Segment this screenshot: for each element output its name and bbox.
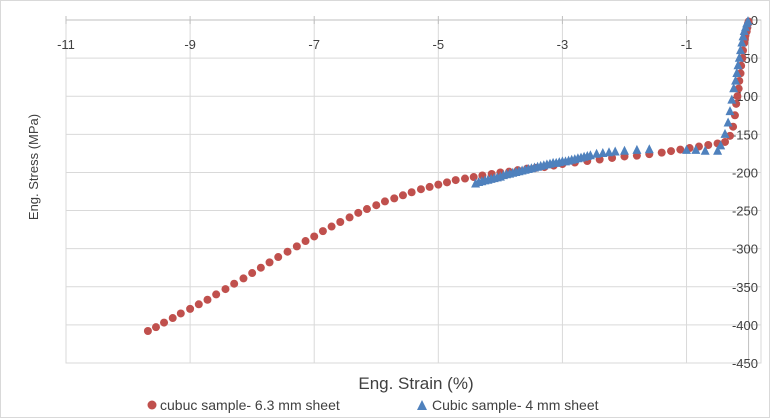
y-axis-title: Eng. Stress (MPa) — [26, 114, 41, 220]
data-point-circle — [407, 188, 416, 197]
data-point-triangle — [734, 52, 744, 62]
legend-marker-triangle — [417, 400, 427, 410]
data-point-triangle — [732, 68, 742, 77]
data-point-circle — [203, 295, 212, 304]
data-point-triangle — [720, 128, 730, 138]
data-point-circle — [292, 242, 301, 251]
data-point-circle — [230, 279, 239, 288]
data-point-circle — [390, 194, 399, 203]
data-point-triangle — [727, 94, 737, 104]
legend-marker-circle — [147, 400, 157, 410]
x-axis-title: Eng. Strain (%) — [358, 374, 473, 393]
data-point-triangle — [738, 31, 748, 41]
y-tick-label: -300 — [732, 242, 758, 257]
data-point-circle — [721, 137, 730, 146]
x-tick-label: -3 — [557, 37, 569, 52]
data-point-triangle — [598, 148, 608, 157]
data-point-circle — [434, 180, 443, 189]
x-tick-label: -7 — [308, 37, 320, 52]
y-tick-label: -350 — [732, 280, 758, 295]
data-point-triangle — [632, 144, 642, 154]
data-point-circle — [372, 201, 381, 210]
data-point-triangle — [610, 146, 620, 156]
data-point-triangle — [620, 145, 629, 155]
data-point-circle — [733, 92, 742, 101]
data-point-triangle — [731, 75, 741, 85]
data-point-triangle — [592, 148, 602, 158]
x-tick-label: -11 — [57, 37, 75, 52]
data-point-triangle — [733, 60, 743, 70]
data-point-circle — [398, 191, 407, 200]
data-point-triangle — [604, 147, 614, 157]
data-point-circle — [212, 290, 221, 299]
data-point-circle — [143, 326, 152, 335]
data-point-circle — [256, 263, 265, 272]
data-point-triangle — [644, 144, 654, 154]
data-point-triangle — [737, 37, 747, 47]
data-point-circle — [265, 258, 274, 267]
data-point-circle — [327, 222, 336, 231]
data-point-circle — [416, 185, 425, 194]
data-point-circle — [667, 147, 676, 156]
data-point-circle — [704, 141, 713, 150]
data-point-circle — [657, 148, 666, 157]
data-point-triangle — [725, 106, 735, 116]
y-tick-label: -450 — [732, 356, 758, 371]
data-point-circle — [336, 217, 345, 226]
data-point-circle — [274, 253, 283, 262]
y-tick-label: -200 — [732, 165, 758, 180]
data-point-circle — [354, 208, 363, 217]
data-point-circle — [151, 323, 160, 332]
series-2 — [471, 16, 753, 188]
data-point-circle — [469, 173, 478, 182]
data-point-triangle — [682, 144, 691, 154]
data-point-triangle — [736, 45, 745, 55]
data-point-triangle — [723, 117, 733, 127]
data-point-triangle — [716, 140, 726, 150]
legend-label-series-1: cubuc sample- 6.3 mm sheet — [160, 397, 340, 413]
data-point-circle — [160, 318, 169, 327]
data-point-circle — [362, 205, 371, 214]
legend-label-series-2: Cubic sample- 4 mm sheet — [432, 397, 599, 413]
data-point-circle — [676, 145, 685, 154]
data-point-triangle — [713, 145, 723, 155]
y-tick-label: -400 — [732, 318, 758, 333]
data-series — [143, 16, 753, 335]
x-tick-label: -9 — [184, 37, 196, 52]
x-tick-label: -1 — [681, 37, 693, 52]
data-point-circle — [310, 232, 319, 241]
data-point-circle — [318, 227, 327, 236]
data-point-circle — [186, 304, 195, 313]
data-point-circle — [301, 237, 310, 246]
y-tick-label: -150 — [732, 127, 758, 142]
data-point-circle — [345, 213, 354, 222]
data-point-circle — [239, 274, 248, 283]
data-point-circle — [283, 247, 292, 256]
axes — [65, 16, 762, 364]
data-point-circle — [425, 182, 434, 191]
data-point-circle — [451, 176, 460, 185]
data-point-triangle — [691, 144, 701, 154]
data-point-triangle — [743, 16, 753, 26]
data-point-circle — [194, 300, 203, 309]
data-point-circle — [221, 285, 230, 294]
data-point-triangle — [729, 83, 739, 93]
data-point-circle — [248, 269, 257, 278]
y-tick-label: -250 — [732, 204, 758, 219]
y-tick-label: 0 — [751, 13, 758, 28]
data-point-circle — [380, 197, 389, 206]
data-point-circle — [176, 309, 185, 318]
legend: cubuc sample- 6.3 mm sheet Cubic sample-… — [147, 397, 599, 413]
data-point-circle — [168, 314, 177, 323]
data-point-triangle — [700, 145, 710, 155]
x-tick-label: -5 — [433, 37, 445, 52]
data-point-circle — [461, 174, 470, 183]
data-point-circle — [443, 178, 452, 187]
